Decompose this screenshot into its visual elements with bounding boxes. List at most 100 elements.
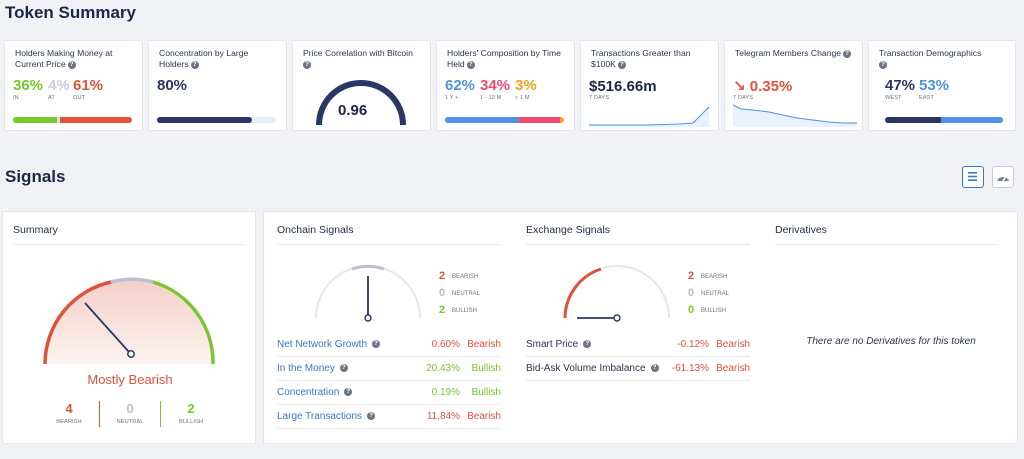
neutral-count: 0: [126, 401, 134, 416]
composition-1-12m-bar: [519, 117, 560, 123]
telegram-period: 7 DAYS: [733, 95, 754, 101]
help-icon[interactable]: ?: [466, 60, 475, 69]
onchain-neutral-count: 0: [439, 287, 446, 299]
signal-pct: -61.13%: [671, 363, 709, 374]
help-icon[interactable]: ?: [303, 60, 311, 69]
east-bar: [941, 117, 1003, 123]
signal-result: Bearish: [716, 339, 750, 350]
concentration-fill: [157, 117, 252, 123]
demographics-card[interactable]: Transaction Demographics? 47% 53% WEST E…: [868, 40, 1016, 131]
bullish-count: 2: [187, 401, 195, 416]
signals-panel: Onchain Signals 2 BEARISH 0 NEUTRAL 2 BU…: [263, 211, 1018, 444]
help-icon[interactable]: ?: [879, 60, 887, 69]
east-pct: 53%: [919, 77, 950, 94]
signal-name[interactable]: Smart Price?: [526, 339, 592, 350]
onchain-gauge: [315, 264, 421, 322]
help-icon[interactable]: ?: [344, 388, 353, 397]
exchange-bearish-count: 2: [688, 270, 695, 282]
signal-row-bid-ask-imbalance[interactable]: Bid-Ask Volume Imbalance? -61.13% Bearis…: [526, 357, 750, 381]
help-icon[interactable]: ?: [367, 412, 376, 421]
composition-1y: 62%: [445, 77, 476, 94]
signal-name[interactable]: Bid-Ask Volume Imbalance?: [526, 363, 659, 374]
demographics-title: Transaction Demographics?: [879, 48, 982, 69]
signal-result: Bullish: [471, 363, 501, 374]
signal-name[interactable]: Concentration?: [277, 387, 353, 398]
exchange-title: Exchange Signals: [526, 224, 611, 236]
telegram-sparkline: [733, 104, 857, 127]
exchange-bullish-count: 0: [688, 304, 695, 316]
west-label: WEST: [885, 95, 902, 101]
list-view-button[interactable]: [962, 166, 984, 188]
signals-title: Signals: [5, 167, 66, 186]
concentration-card[interactable]: Concentration by Large Holders? 80%: [148, 40, 287, 131]
price-correlation-card[interactable]: Price Correlation with Bitcoin? 0.96: [292, 40, 431, 131]
signal-name[interactable]: Large Transactions?: [277, 411, 376, 422]
east-label: EAST: [919, 95, 935, 101]
price-correlation-title: Price Correlation with Bitcoin?: [303, 48, 413, 69]
bullish-arc: [152, 280, 215, 365]
composition-card[interactable]: Holders' Composition by Time Held? 62% 3…: [436, 40, 575, 131]
holders-money-card[interactable]: Holders Making Money at Current Price? 3…: [4, 40, 143, 131]
onchain-bearish-label: BEARISH: [452, 274, 479, 280]
help-icon[interactable]: ?: [372, 340, 381, 349]
signal-result: Bearish: [467, 411, 501, 422]
onchain-title: Onchain Signals: [277, 224, 354, 236]
telegram-change: ↘ 0.35%: [733, 78, 793, 95]
help-icon[interactable]: ?: [650, 364, 659, 373]
exchange-neutral-label: NEUTRAL: [701, 291, 730, 297]
gauge-view-button[interactable]: [992, 166, 1014, 188]
derivatives-title: Derivatives: [775, 224, 827, 236]
exchange-bullish-label: BULLISH: [701, 308, 727, 314]
out-pct: 61%: [73, 77, 104, 94]
gauge-needle: [84, 302, 130, 353]
onchain-bullish-label: BULLISH: [452, 308, 478, 314]
transactions-card[interactable]: Transactions Greater than $100K? $516.66…: [580, 40, 719, 131]
transactions-period: 7 DAYS: [589, 95, 610, 101]
transactions-value: $516.66m: [589, 78, 657, 95]
composition-1-12m: 34%: [480, 77, 511, 94]
signal-row-smart-price[interactable]: Smart Price? -0.12% Bearish: [526, 333, 750, 357]
signal-result: Bearish: [716, 363, 750, 374]
onchain-bullish-count: 2: [439, 304, 446, 316]
composition-1y-label: 1 Y +: [445, 95, 459, 101]
signal-name[interactable]: In the Money?: [277, 363, 348, 374]
help-icon[interactable]: ?: [583, 340, 592, 349]
onchain-neutral-label: NEUTRAL: [452, 291, 481, 297]
signal-row-net-network-growth[interactable]: Net Network Growth? 0.60% Bearish: [277, 333, 501, 357]
help-icon[interactable]: ?: [339, 364, 348, 373]
exchange-gauge: [563, 265, 670, 322]
telegram-title: Telegram Members Change?: [735, 48, 856, 59]
exchange-bearish-label: BEARISH: [701, 274, 728, 280]
composition-1-12m-label: 1 - 12 M: [480, 95, 502, 101]
exchange-list: Smart Price? -0.12% Bearish Bid-Ask Volu…: [526, 333, 750, 383]
signal-pct: -0.12%: [677, 339, 709, 350]
exchange-neutral-count: 0: [688, 287, 695, 299]
summary-panel: Summary Mostly Bearish 4 BEARISH 0 NEUTR…: [2, 211, 256, 444]
help-icon[interactable]: ?: [617, 60, 626, 69]
summary-gauge: [43, 277, 215, 365]
token-summary-title: Token Summary: [5, 3, 137, 22]
signal-pct: 20.43%: [426, 363, 460, 374]
composition-1m-label: < 1 M: [515, 95, 530, 101]
help-icon[interactable]: ?: [190, 60, 199, 69]
telegram-card[interactable]: Telegram Members Change? ↘ 0.35% 7 DAYS: [724, 40, 863, 131]
west-pct: 47%: [885, 77, 916, 94]
correlation-gauge: [316, 80, 406, 126]
holders-money-title: Holders Making Money at Current Price?: [15, 48, 113, 69]
help-icon[interactable]: ?: [843, 49, 852, 58]
signal-pct: 0.19%: [431, 387, 460, 398]
signal-row-large-transactions[interactable]: Large Transactions? 11.84% Bearish: [277, 405, 501, 429]
signal-row-concentration[interactable]: Concentration? 0.19% Bullish: [277, 381, 501, 405]
composition-1y-bar: [445, 117, 519, 123]
signal-result: Bearish: [467, 339, 501, 350]
signal-row-in-the-money[interactable]: In the Money? 20.43% Bullish: [277, 357, 501, 381]
derivatives-empty-text: There are no Derivatives for this token: [806, 336, 976, 347]
correlation-gauge-fill: [316, 80, 406, 126]
help-icon[interactable]: ?: [67, 60, 76, 69]
signal-name[interactable]: Net Network Growth?: [277, 339, 381, 350]
in-pct: 36%: [13, 77, 44, 94]
summary-title: Summary: [13, 224, 58, 236]
signal-pct: 11.84%: [426, 411, 460, 422]
bearish-count: 4: [65, 401, 73, 416]
summary-verdict: Mostly Bearish: [87, 372, 173, 387]
